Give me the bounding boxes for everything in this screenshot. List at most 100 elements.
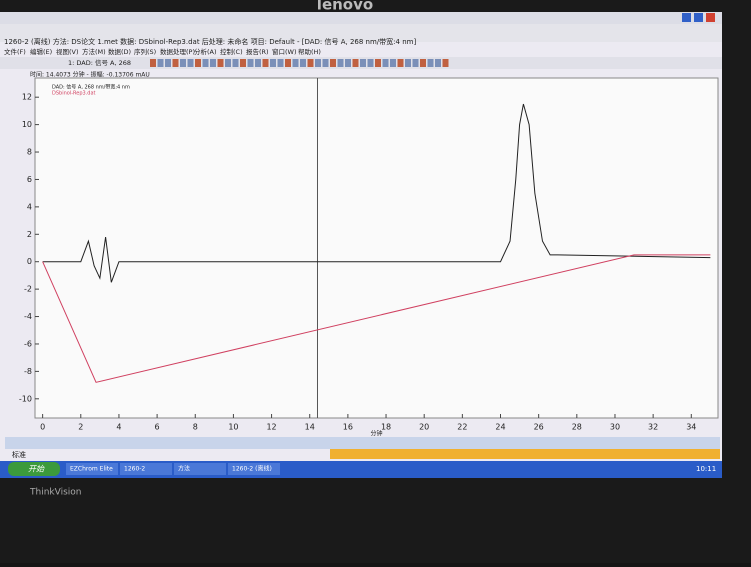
menu-item[interactable]: 控制(C) — [220, 47, 243, 56]
x-tick-label: 12 — [266, 423, 276, 432]
x-axis-label: 分钟 — [370, 430, 382, 438]
minimize-button[interactable] — [682, 13, 691, 22]
x-tick-label: 32 — [648, 423, 658, 432]
trace — [42, 254, 711, 383]
x-tick-label: 34 — [686, 423, 696, 432]
menu-item[interactable]: 文件(F) — [4, 47, 26, 56]
x-tick-label: 2 — [78, 423, 83, 432]
tool-icon — [247, 59, 254, 67]
tool-icon — [375, 59, 381, 67]
y-tick-label: -8 — [24, 367, 32, 376]
x-tick-label: 0 — [40, 423, 45, 432]
plot-area — [34, 77, 719, 419]
y-tick-label: 0 — [27, 257, 32, 266]
x-tick-label: 8 — [193, 423, 198, 432]
y-tick-label: 2 — [27, 230, 32, 239]
menu-item[interactable]: 编辑(E) — [30, 47, 52, 56]
tool-icon — [442, 59, 449, 67]
tool-icon — [202, 59, 209, 67]
clock: 10:11 — [696, 465, 716, 473]
tool-icon — [337, 59, 344, 67]
menu-item[interactable]: 窗口(W) — [272, 47, 297, 56]
tool-icon — [412, 59, 419, 67]
y-tick-label: 10 — [22, 120, 32, 129]
brand-top: lenovo — [317, 0, 373, 14]
menu-bar: 文件(F) 编辑(E) 视图(V) 方法(M) 数据(D) 序列(S) 数据处理(P) 分析(… — [4, 47, 321, 56]
tool-icon — [435, 59, 441, 67]
task-button[interactable] — [120, 463, 172, 475]
trace — [42, 103, 711, 283]
tool-icon — [270, 59, 276, 67]
view-tab[interactable]: 标准 — [12, 450, 26, 459]
task-label: 1260-2 — [124, 466, 145, 473]
tool-icon — [187, 59, 194, 67]
signal-select[interactable]: 1: DAD: 信号 A, 268 — [68, 58, 131, 67]
tool-icon — [232, 59, 239, 67]
x-tick-label: 6 — [155, 423, 160, 432]
menu-item[interactable]: 序列(S) — [134, 47, 156, 56]
tool-icon — [217, 59, 224, 67]
tool-icon — [420, 59, 426, 67]
close-button[interactable] — [706, 13, 715, 22]
x-tick-label: 30 — [610, 423, 620, 432]
tool-icon — [345, 59, 351, 67]
task-button[interactable] — [228, 463, 280, 475]
tool-icon — [262, 59, 269, 67]
y-tick-label: -4 — [24, 312, 32, 321]
tool-icon — [150, 59, 156, 67]
tool-icon — [172, 59, 179, 67]
task-items: EZChrom Elite 1260-2 方法 1260-2 (离线) — [66, 463, 280, 475]
tool-icon — [330, 59, 336, 67]
x-tick-label: 22 — [457, 423, 467, 432]
menu-item[interactable]: 方法(M) — [82, 47, 106, 56]
tool-icon — [195, 59, 201, 67]
x-tick-label: 10 — [228, 423, 238, 432]
tool-icon — [165, 59, 171, 67]
x-tick-label: 26 — [534, 423, 544, 432]
tool-icon — [240, 59, 246, 67]
y-tick-label: 4 — [27, 202, 32, 211]
tool-icon — [255, 59, 261, 67]
y-tick-label: 6 — [27, 175, 32, 184]
tool-icon — [180, 59, 186, 67]
task-label: EZChrom Elite — [70, 466, 113, 473]
tool-icon — [352, 59, 359, 67]
tool-icon — [322, 59, 329, 67]
menu-item[interactable]: 分析(A) — [194, 47, 217, 56]
menu-item[interactable]: 数据(D) — [108, 47, 131, 56]
menu-item[interactable]: 数据处理(P) — [160, 47, 195, 56]
start-button[interactable] — [8, 462, 60, 476]
brand-bottom: ThinkVision — [29, 488, 81, 498]
menu-item[interactable]: 视图(V) — [56, 47, 79, 56]
task-button[interactable] — [66, 463, 118, 475]
task-label: 方法 — [178, 465, 190, 473]
menu-item[interactable]: 报告(R) — [246, 47, 269, 56]
tool-icon — [427, 59, 434, 67]
legend-entry: DAD: 信号 A, 268 nm/带宽:4 nm — [52, 84, 130, 91]
tool-icon — [315, 59, 321, 67]
y-tick-label: 12 — [22, 93, 32, 102]
y-tick-label: -10 — [19, 394, 32, 403]
x-tick-label: 18 — [381, 423, 391, 432]
tool-icon — [277, 59, 284, 67]
progress-bar — [330, 449, 720, 459]
task-button[interactable] — [174, 463, 226, 475]
tool-icon — [210, 59, 216, 67]
x-tick-label: 4 — [116, 423, 121, 432]
x-tick-label: 20 — [419, 423, 429, 432]
tool-icon — [300, 59, 306, 67]
tool-icon — [397, 59, 404, 67]
menu-item[interactable]: 帮助(H) — [298, 47, 321, 56]
start-label[interactable]: 开始 — [28, 465, 45, 474]
window-title: 1260-2 (离线) 方法: DS论文 1.met 数据: DSbinol-R… — [4, 37, 416, 46]
x-tick-label: 14 — [305, 423, 315, 432]
maximize-button[interactable] — [694, 13, 703, 22]
tool-icon — [292, 59, 299, 67]
toolbar-icons — [150, 59, 449, 67]
title-strip — [0, 12, 722, 24]
tool-icon — [225, 59, 231, 67]
tool-icon — [367, 59, 374, 67]
status-line: 时间: 14.4073 分钟 - 振幅: -0.13706 mAU — [30, 71, 150, 79]
